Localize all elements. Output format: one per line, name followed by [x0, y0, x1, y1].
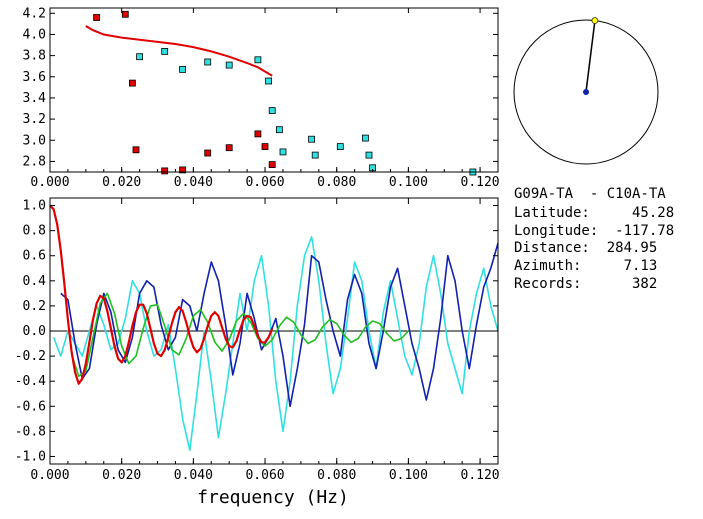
dispersion-point-cyan-11: [311, 151, 319, 159]
top-x-tick-label: 0.040: [174, 175, 213, 190]
bottom-y-tick-label: 0.2: [23, 299, 46, 314]
top-y-tick-label: 3.6: [23, 70, 46, 85]
bottom-x-tick-label: 0.000: [30, 468, 69, 483]
correlation-chart: 0.000 0.020 0.040 0.060 0.080 0.100 0.120 1.0 0.…: [15, 197, 500, 508]
bottom-x-tick-label: 0.100: [389, 468, 428, 483]
compass-circle: [513, 19, 659, 165]
correlation-marks: [49, 204, 499, 451]
compass-tip-dot: [591, 17, 599, 24]
dispersion-point-red-2: [128, 79, 136, 87]
top-x-tick-label: 0.100: [389, 175, 428, 190]
dispersion-point-cyan-14: [365, 151, 373, 159]
dispersion-point-red-7: [225, 144, 233, 152]
azimuth-line: Azimuth: 7.13: [514, 258, 657, 274]
bottom-x-tick-label: 0.080: [317, 468, 356, 483]
dispersion-point-cyan-13: [361, 134, 369, 142]
longitude-line: Longitude: -117.78: [514, 223, 674, 239]
bottom-y-tick-label: -0.6: [15, 399, 46, 414]
top-x-tick-label: 0.060: [245, 175, 284, 190]
dispersion-point-red-1: [121, 10, 129, 18]
dispersion-point-red-5: [179, 166, 187, 174]
records-line: Records: 382: [514, 276, 657, 292]
bottom-y-tick-label: 0.0: [23, 324, 46, 339]
bottom-y-tick-label: 1.0: [23, 199, 46, 214]
dispersion-point-red-9: [261, 143, 269, 151]
correlation-curve-red: [49, 204, 274, 385]
azimuth-compass: [513, 17, 659, 165]
dispersion-point-red-6: [204, 149, 212, 157]
dispersion-point-cyan-1: [161, 48, 169, 55]
dispersion-axes: 0.000 0.020 0.040 0.060 0.080 0.100 0.120 2.8 3.…: [23, 6, 500, 190]
bottom-y-tick-label: -0.4: [15, 374, 46, 389]
bottom-x-tick-label: 0.040: [174, 468, 213, 483]
top-x-tick-label: 0.120: [461, 175, 500, 190]
dispersion-point-cyan-3: [204, 58, 212, 66]
dispersion-point-red-8: [254, 130, 262, 138]
top-y-tick-label: 2.8: [23, 154, 46, 169]
correlation-curve-cyan: [52, 236, 499, 451]
top-y-tick-label: 4.0: [23, 27, 46, 42]
top-y-tick-label: 3.2: [23, 112, 46, 127]
dispersion-point-red-0: [93, 14, 100, 21]
bottom-x-tick-label: 0.120: [461, 468, 500, 483]
bottom-y-tick-label: 0.4: [23, 274, 47, 289]
bottom-y-tick-label: -1.0: [15, 449, 46, 464]
dispersion-chart: 0.000 0.020 0.040 0.060 0.080 0.100 0.120 2.8 3.…: [23, 6, 500, 190]
station-pair-title: G09A-TA - C10A-TA: [514, 186, 666, 202]
distance-line: Distance: 284.95: [514, 240, 657, 256]
bottom-y-tick-label: 0.8: [23, 224, 46, 239]
station-info-panel: G09A-TA - C10A-TA Latitude: 45.28 Longit…: [514, 186, 674, 292]
bottom-y-tick-label: 0.6: [23, 249, 46, 264]
dispersion-model-curve: [85, 25, 273, 77]
top-y-tick-label: 3.8: [23, 49, 46, 64]
top-y-tick-label: 3.4: [23, 91, 47, 106]
dispersion-point-cyan-10: [308, 135, 316, 143]
dispersion-point-cyan-9: [279, 148, 287, 156]
compass-needle: [585, 20, 596, 93]
dispersion-point-cyan-6: [265, 77, 273, 85]
dispersion-point-cyan-8: [275, 126, 283, 134]
dispersion-plot-frame: [49, 7, 499, 173]
dispersion-point-red-3: [132, 146, 140, 154]
bottom-x-tick-label: 0.060: [245, 468, 284, 483]
compass-center-dot: [583, 89, 589, 95]
x-axis-title: frequency (Hz): [197, 487, 349, 508]
bottom-x-tick-label: 0.020: [102, 468, 141, 483]
dispersion-marks: [85, 10, 477, 176]
dispersion-point-cyan-2: [179, 66, 187, 73]
top-y-tick-label: 3.0: [23, 133, 46, 148]
dispersion-point-red-10: [268, 161, 276, 169]
correlation-axes: 0.000 0.020 0.040 0.060 0.080 0.100 0.120 1.0 0.…: [15, 198, 500, 483]
correlation-curve-green: [70, 292, 409, 377]
bottom-y-tick-label: -0.8: [15, 424, 46, 439]
top-x-tick-label: 0.020: [102, 175, 141, 190]
top-y-tick-label: 4.2: [23, 6, 46, 21]
top-x-tick-label: 0.080: [317, 175, 356, 190]
dispersion-point-cyan-4: [225, 61, 233, 69]
dispersion-point-red-4: [161, 167, 169, 175]
dispersion-point-cyan-12: [336, 143, 344, 151]
top-x-tick-label: 0.000: [30, 175, 69, 190]
bottom-y-tick-label: -0.2: [15, 349, 46, 364]
dispersion-point-cyan-5: [254, 56, 262, 64]
dispersion-point-cyan-7: [268, 107, 276, 114]
correlation-curve-blue: [60, 242, 499, 408]
dispersion-point-cyan-0: [136, 53, 144, 61]
latitude-line: Latitude: 45.28: [514, 205, 674, 221]
